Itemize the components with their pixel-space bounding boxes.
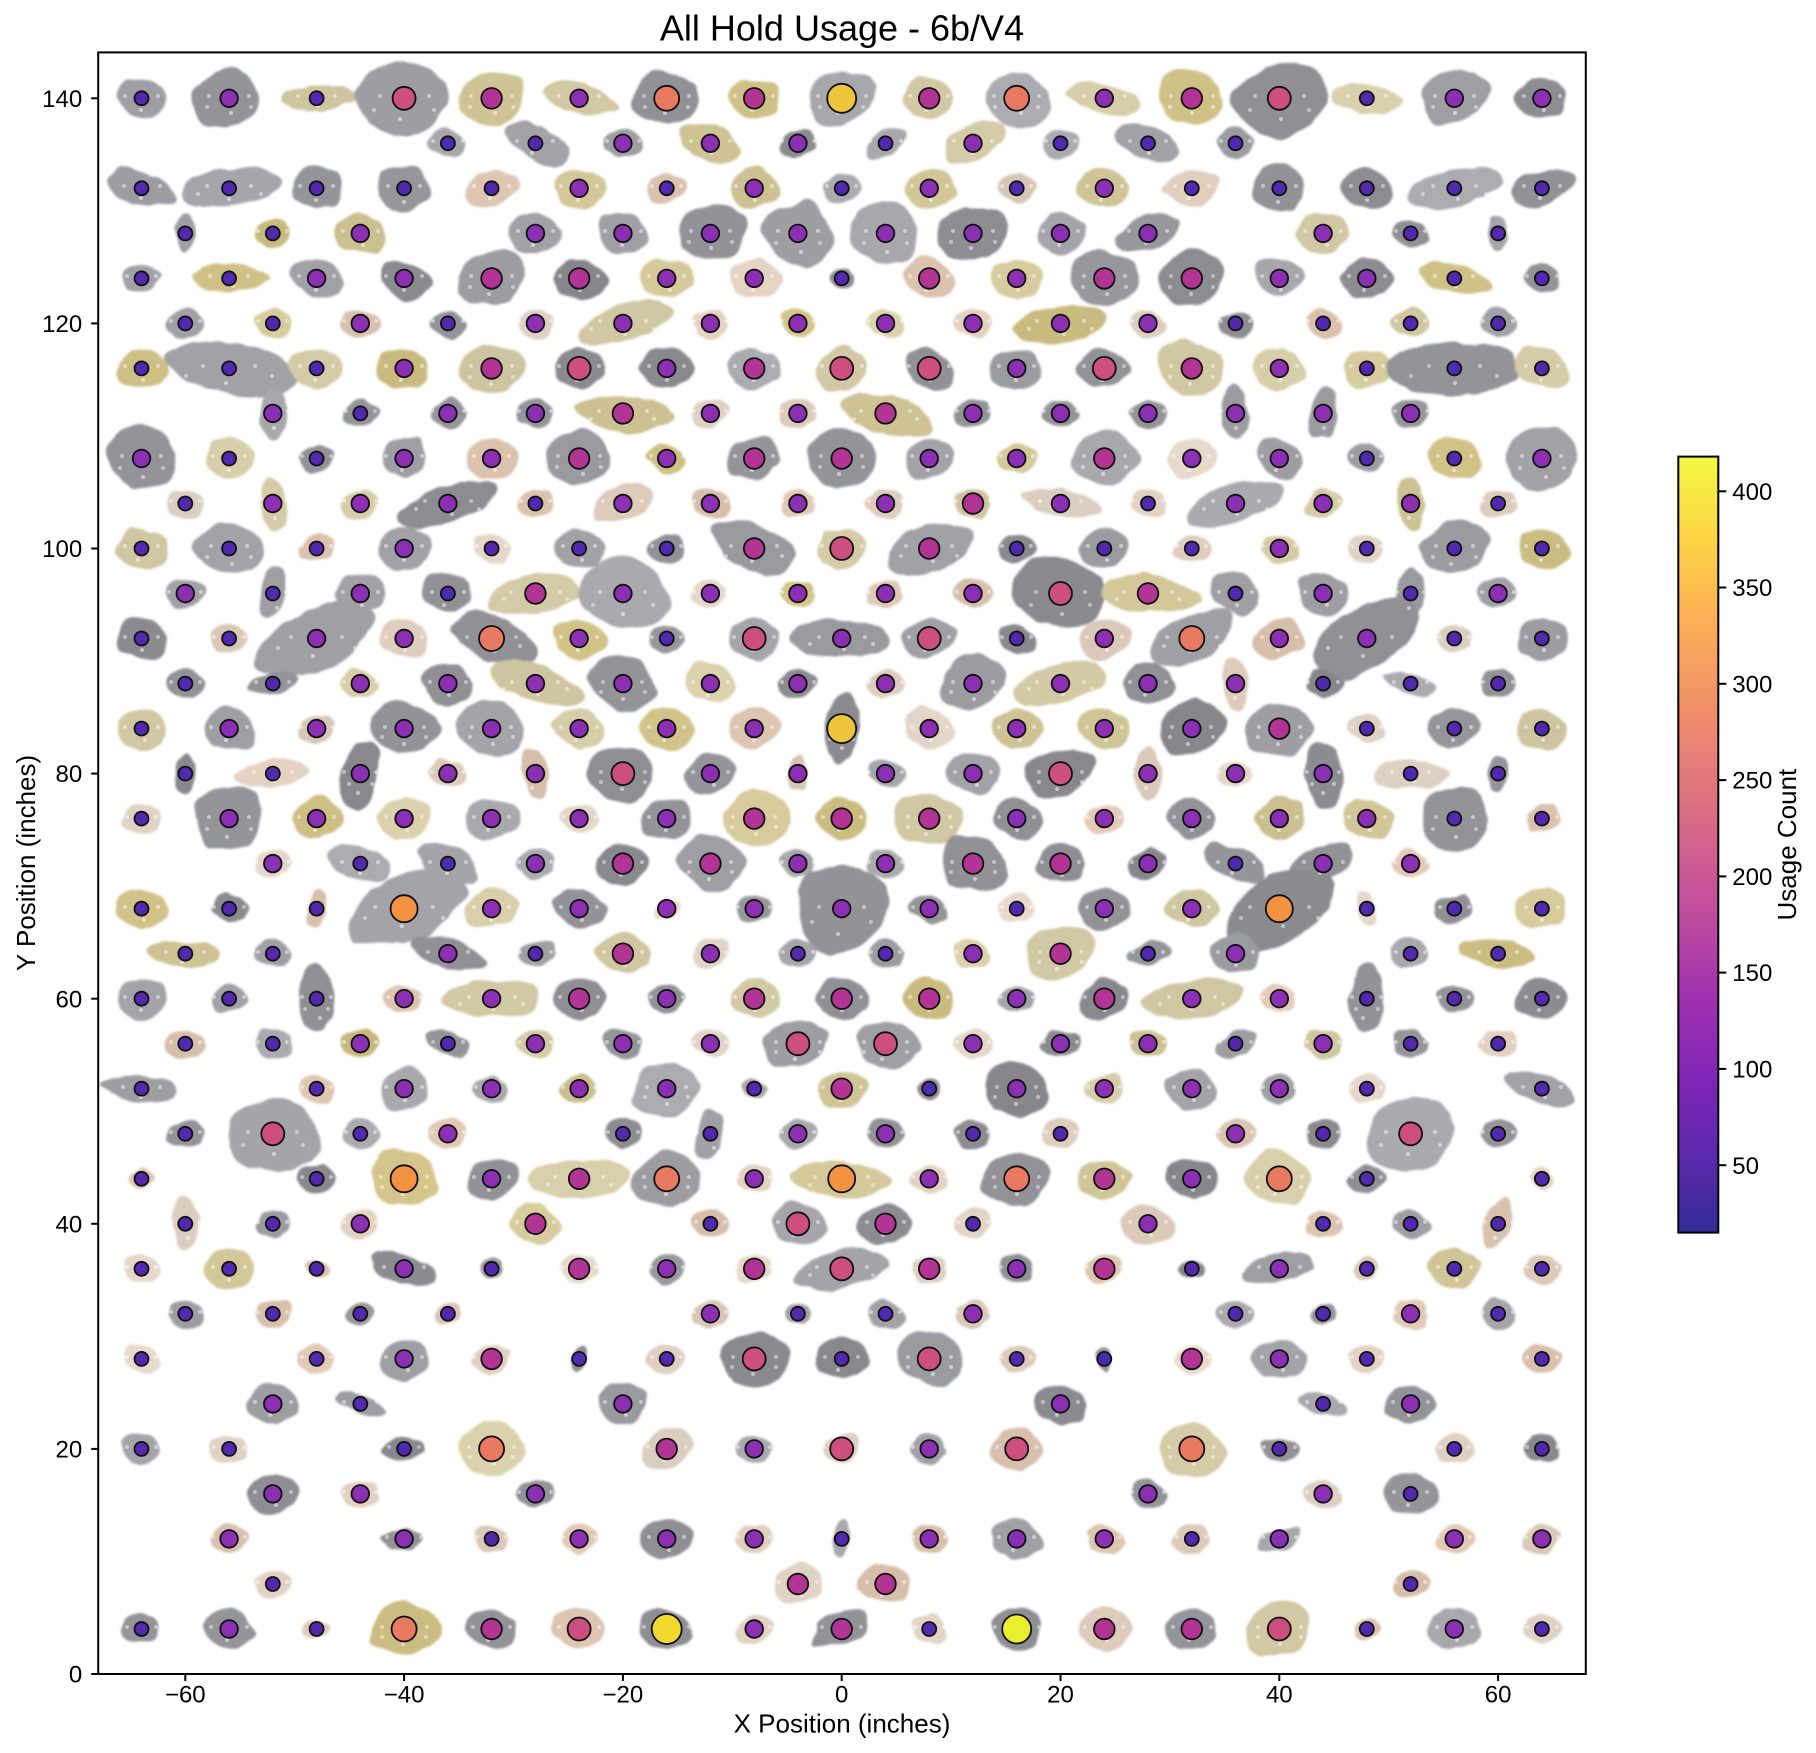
svg-text:−40: −40 xyxy=(384,1682,425,1709)
svg-text:80: 80 xyxy=(55,761,82,788)
svg-text:Usage Count: Usage Count xyxy=(1772,768,1802,921)
svg-text:40: 40 xyxy=(55,1211,82,1238)
svg-text:120: 120 xyxy=(42,311,82,338)
svg-text:350: 350 xyxy=(1732,575,1772,602)
svg-text:−20: −20 xyxy=(603,1682,644,1709)
svg-text:40: 40 xyxy=(1266,1682,1293,1709)
svg-text:All Hold Usage - 6b/V4: All Hold Usage - 6b/V4 xyxy=(660,8,1024,49)
svg-text:100: 100 xyxy=(1732,1057,1772,1084)
svg-text:250: 250 xyxy=(1732,768,1772,795)
svg-text:X Position (inches): X Position (inches) xyxy=(734,1708,951,1738)
svg-text:20: 20 xyxy=(55,1437,82,1464)
svg-text:0: 0 xyxy=(835,1682,848,1709)
svg-text:50: 50 xyxy=(1732,1153,1759,1180)
svg-text:150: 150 xyxy=(1732,960,1772,987)
svg-text:400: 400 xyxy=(1732,479,1772,506)
svg-text:−60: −60 xyxy=(165,1682,206,1709)
svg-text:0: 0 xyxy=(69,1662,82,1689)
svg-text:60: 60 xyxy=(55,986,82,1013)
svg-text:200: 200 xyxy=(1732,864,1772,891)
svg-text:60: 60 xyxy=(1485,1682,1512,1709)
svg-text:Y Position (inches): Y Position (inches) xyxy=(11,755,41,971)
svg-text:140: 140 xyxy=(42,86,82,113)
svg-text:20: 20 xyxy=(1047,1682,1074,1709)
svg-text:300: 300 xyxy=(1732,671,1772,698)
svg-text:100: 100 xyxy=(42,536,82,563)
